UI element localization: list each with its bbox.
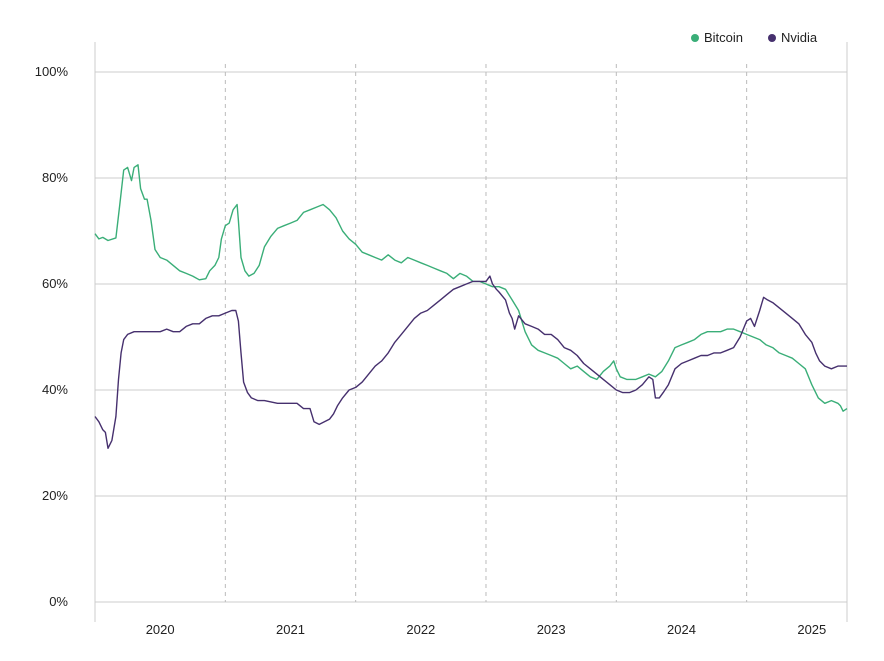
legend-marker-nvidia: [768, 34, 776, 42]
y-axis: 0% 20% 40% 60% 80% 100%: [35, 64, 69, 609]
y-tick-label: 100%: [35, 64, 69, 79]
y-tick-label: 40%: [42, 382, 68, 397]
x-tick-label: 2023: [537, 622, 566, 637]
year-dividers: [224, 64, 748, 602]
series-line-bitcoin: [94, 164, 848, 412]
x-tick-label: 2022: [406, 622, 435, 637]
series-line-nvidia: [94, 275, 847, 449]
x-axis: 2020 2021 2022 2023 2024 2025: [146, 622, 827, 637]
y-tick-label: 20%: [42, 488, 68, 503]
legend: Bitcoin Nvidia: [691, 30, 818, 45]
x-tick-label: 2020: [146, 622, 175, 637]
x-tick-label: 2024: [667, 622, 696, 637]
y-tick-label: 0%: [49, 594, 68, 609]
y-tick-label: 80%: [42, 170, 68, 185]
series-lines: [94, 164, 848, 449]
legend-label-bitcoin: Bitcoin: [704, 30, 743, 45]
legend-marker-bitcoin: [691, 34, 699, 42]
grid: [94, 42, 848, 622]
x-tick-label: 2021: [276, 622, 305, 637]
x-tick-label: 2025: [797, 622, 826, 637]
legend-label-nvidia: Nvidia: [781, 30, 818, 45]
y-tick-label: 60%: [42, 276, 68, 291]
